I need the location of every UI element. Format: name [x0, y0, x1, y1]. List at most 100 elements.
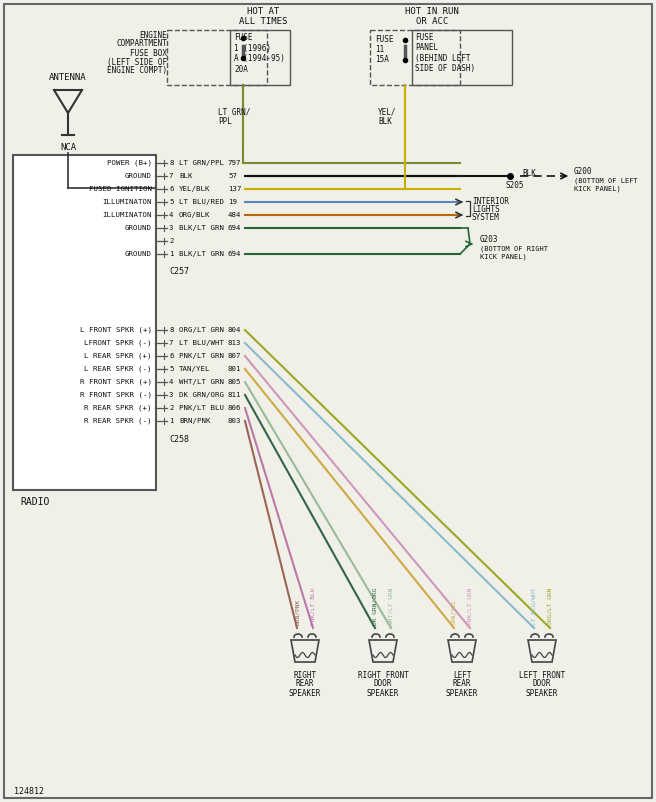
Text: WHT/LT GRN: WHT/LT GRN	[388, 588, 394, 625]
Text: 804: 804	[228, 327, 241, 333]
Text: PNK/LT GRN: PNK/LT GRN	[468, 588, 472, 625]
Text: YEL/: YEL/	[378, 107, 396, 116]
Text: R FRONT SPKR (-): R FRONT SPKR (-)	[80, 391, 152, 399]
Text: 11: 11	[375, 46, 384, 55]
Text: G200: G200	[574, 168, 592, 176]
Text: SIDE OF DASH): SIDE OF DASH)	[415, 63, 475, 72]
Text: 807: 807	[228, 353, 241, 359]
Text: SPEAKER: SPEAKER	[526, 688, 558, 698]
Text: GROUND: GROUND	[125, 225, 152, 231]
Text: LEFT FRONT: LEFT FRONT	[519, 670, 565, 679]
Text: 1: 1	[169, 418, 173, 424]
Text: FUSE: FUSE	[415, 34, 434, 43]
Text: TAN/YEL: TAN/YEL	[451, 599, 457, 625]
Text: ORG/LT GRN: ORG/LT GRN	[179, 327, 224, 333]
Text: SPEAKER: SPEAKER	[367, 688, 400, 698]
Text: BLK/LT GRN: BLK/LT GRN	[179, 251, 224, 257]
Text: PPL: PPL	[218, 116, 232, 125]
Text: 3: 3	[169, 392, 173, 398]
Text: FUSE BOX: FUSE BOX	[130, 48, 167, 58]
Text: ALL TIMES: ALL TIMES	[239, 18, 287, 26]
Text: A (1994-95): A (1994-95)	[234, 54, 285, 63]
Text: 3: 3	[169, 225, 173, 231]
Text: ILLUMINATON: ILLUMINATON	[102, 212, 152, 218]
Text: REAR: REAR	[453, 679, 471, 688]
Text: 6: 6	[169, 353, 173, 359]
Text: ILLUMINATON: ILLUMINATON	[102, 199, 152, 205]
Text: 4: 4	[169, 379, 173, 385]
Bar	[370, 30, 460, 85]
Text: C258: C258	[169, 435, 189, 444]
Text: 57: 57	[228, 173, 237, 179]
Text: R REAR SPKR (+): R REAR SPKR (+)	[85, 405, 152, 411]
Text: L REAR SPKR (+): L REAR SPKR (+)	[85, 353, 152, 359]
Text: 7: 7	[169, 173, 173, 179]
Text: (BOTTOM OF RIGHT: (BOTTOM OF RIGHT	[480, 245, 548, 253]
Text: 2: 2	[169, 405, 173, 411]
Text: SPEAKER: SPEAKER	[446, 688, 478, 698]
Text: (BEHIND LEFT: (BEHIND LEFT	[415, 54, 470, 63]
Text: NCA: NCA	[60, 143, 76, 152]
Text: R FRONT SPKR (+): R FRONT SPKR (+)	[80, 379, 152, 385]
Text: KICK PANEL): KICK PANEL)	[480, 253, 527, 261]
Text: DK GRN/ORG: DK GRN/ORG	[373, 588, 377, 625]
Text: G203: G203	[480, 236, 499, 245]
Text: LT GRN/: LT GRN/	[218, 107, 251, 116]
Bar	[230, 30, 290, 85]
Text: 694: 694	[228, 225, 241, 231]
Text: 1: 1	[169, 251, 173, 257]
Text: REAR: REAR	[296, 679, 314, 688]
Text: 803: 803	[228, 418, 241, 424]
Text: WHT/LT GRN: WHT/LT GRN	[179, 379, 224, 385]
Text: 801: 801	[228, 366, 241, 372]
Text: DK GRN/ORG: DK GRN/ORG	[179, 392, 224, 398]
Text: 484: 484	[228, 212, 241, 218]
Text: 805: 805	[228, 379, 241, 385]
Text: HOT AT: HOT AT	[247, 7, 279, 17]
Text: 797: 797	[228, 160, 241, 166]
Text: C257: C257	[169, 268, 189, 277]
Text: L REAR SPKR (-): L REAR SPKR (-)	[85, 366, 152, 372]
Text: DOOR: DOOR	[533, 679, 551, 688]
Text: HOT IN RUN: HOT IN RUN	[405, 7, 459, 17]
Text: GROUND: GROUND	[125, 251, 152, 257]
Text: (BOTTOM OF LEFT: (BOTTOM OF LEFT	[574, 178, 638, 184]
Text: L FRONT SPKR (+): L FRONT SPKR (+)	[80, 326, 152, 334]
Text: PNK/LT BLU: PNK/LT BLU	[179, 405, 224, 411]
Text: 8: 8	[169, 160, 173, 166]
Text: ANTENNA: ANTENNA	[49, 72, 87, 82]
Text: 137: 137	[228, 186, 241, 192]
Text: (LEFT SIDE OF: (LEFT SIDE OF	[107, 58, 167, 67]
Text: 5: 5	[169, 199, 173, 205]
Text: ORG/LT GRN: ORG/LT GRN	[548, 588, 552, 625]
Text: PNK/LT GRN: PNK/LT GRN	[179, 353, 224, 359]
Text: 19: 19	[228, 199, 237, 205]
Text: 5: 5	[169, 366, 173, 372]
Text: 1 (1996): 1 (1996)	[234, 43, 271, 52]
Text: PANEL: PANEL	[415, 43, 438, 52]
Text: 15A: 15A	[375, 55, 389, 64]
Text: LFRONT SPKR (-): LFRONT SPKR (-)	[85, 340, 152, 346]
Bar	[167, 30, 267, 85]
Text: BLK: BLK	[179, 173, 192, 179]
Text: SYSTEM: SYSTEM	[472, 213, 500, 222]
Text: LIGHTS: LIGHTS	[472, 205, 500, 214]
Text: LT GRN/PPL: LT GRN/PPL	[179, 160, 224, 166]
Text: S205: S205	[506, 180, 525, 189]
Text: RIGHT: RIGHT	[293, 670, 317, 679]
Text: 694: 694	[228, 251, 241, 257]
Text: BLK: BLK	[522, 168, 536, 177]
Text: LT BLU/WHT: LT BLU/WHT	[531, 588, 537, 625]
Text: 4: 4	[169, 212, 173, 218]
Text: KICK PANEL): KICK PANEL)	[574, 186, 621, 192]
Text: BRN/PNK: BRN/PNK	[179, 418, 211, 424]
Text: YEL/BLK: YEL/BLK	[179, 186, 211, 192]
Text: LT BLU/RED: LT BLU/RED	[179, 199, 224, 205]
Text: 20A: 20A	[234, 66, 248, 75]
Text: 7: 7	[169, 340, 173, 346]
Text: PNK/LT BLU: PNK/LT BLU	[310, 588, 316, 625]
Text: 2: 2	[169, 238, 173, 244]
Text: BLK: BLK	[378, 116, 392, 125]
Text: TAN/YEL: TAN/YEL	[179, 366, 211, 372]
Text: FUSED IGNITION: FUSED IGNITION	[89, 186, 152, 192]
